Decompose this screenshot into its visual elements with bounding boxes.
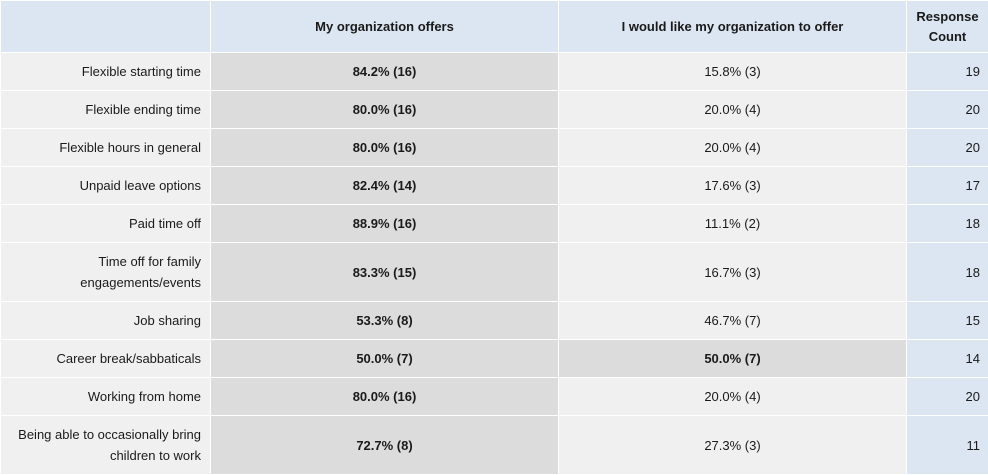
offers-cell: 82.4% (14) (211, 167, 559, 205)
header-response-count: Response Count (907, 1, 988, 53)
row-label: Working from home (1, 378, 211, 416)
response-count-cell: 14 (907, 340, 988, 378)
response-count-cell: 11 (907, 416, 988, 475)
would-like-cell: 50.0% (7) (559, 340, 907, 378)
offers-cell: 80.0% (16) (211, 129, 559, 167)
would-like-cell: 27.3% (3) (559, 416, 907, 475)
response-count-cell: 18 (907, 205, 988, 243)
response-count-cell: 20 (907, 91, 988, 129)
header-would-like: I would like my organization to offer (559, 1, 907, 53)
would-like-cell: 16.7% (3) (559, 243, 907, 302)
response-count-cell: 18 (907, 243, 988, 302)
response-count-cell: 19 (907, 53, 988, 91)
offers-cell: 72.7% (8) (211, 416, 559, 475)
row-label: Career break/sabbaticals (1, 340, 211, 378)
offers-cell: 80.0% (16) (211, 378, 559, 416)
header-row: My organization offers I would like my o… (1, 1, 988, 53)
response-count-cell: 20 (907, 378, 988, 416)
row-label: Unpaid leave options (1, 167, 211, 205)
would-like-cell: 15.8% (3) (559, 53, 907, 91)
header-response-count-line1: Response (916, 9, 978, 24)
table-row: Being able to occasionally bring childre… (1, 416, 988, 475)
row-label: Being able to occasionally bring childre… (1, 416, 211, 475)
would-like-cell: 17.6% (3) (559, 167, 907, 205)
row-label: Paid time off (1, 205, 211, 243)
would-like-cell: 20.0% (4) (559, 378, 907, 416)
row-label: Flexible ending time (1, 91, 211, 129)
would-like-cell: 46.7% (7) (559, 302, 907, 340)
row-label: Time off for family engagements/events (1, 243, 211, 302)
would-like-cell: 20.0% (4) (559, 129, 907, 167)
row-label: Flexible hours in general (1, 129, 211, 167)
offers-cell: 84.2% (16) (211, 53, 559, 91)
row-label: Job sharing (1, 302, 211, 340)
offers-cell: 50.0% (7) (211, 340, 559, 378)
response-count-cell: 17 (907, 167, 988, 205)
offers-cell: 80.0% (16) (211, 91, 559, 129)
header-response-count-line2: Count (929, 29, 967, 44)
offers-cell: 83.3% (15) (211, 243, 559, 302)
offers-cell: 53.3% (8) (211, 302, 559, 340)
response-count-cell: 15 (907, 302, 988, 340)
offers-cell: 88.9% (16) (211, 205, 559, 243)
header-corner (1, 1, 211, 53)
response-count-cell: 20 (907, 129, 988, 167)
would-like-cell: 20.0% (4) (559, 91, 907, 129)
header-offers: My organization offers (211, 1, 559, 53)
would-like-cell: 11.1% (2) (559, 205, 907, 243)
row-label: Flexible starting time (1, 53, 211, 91)
